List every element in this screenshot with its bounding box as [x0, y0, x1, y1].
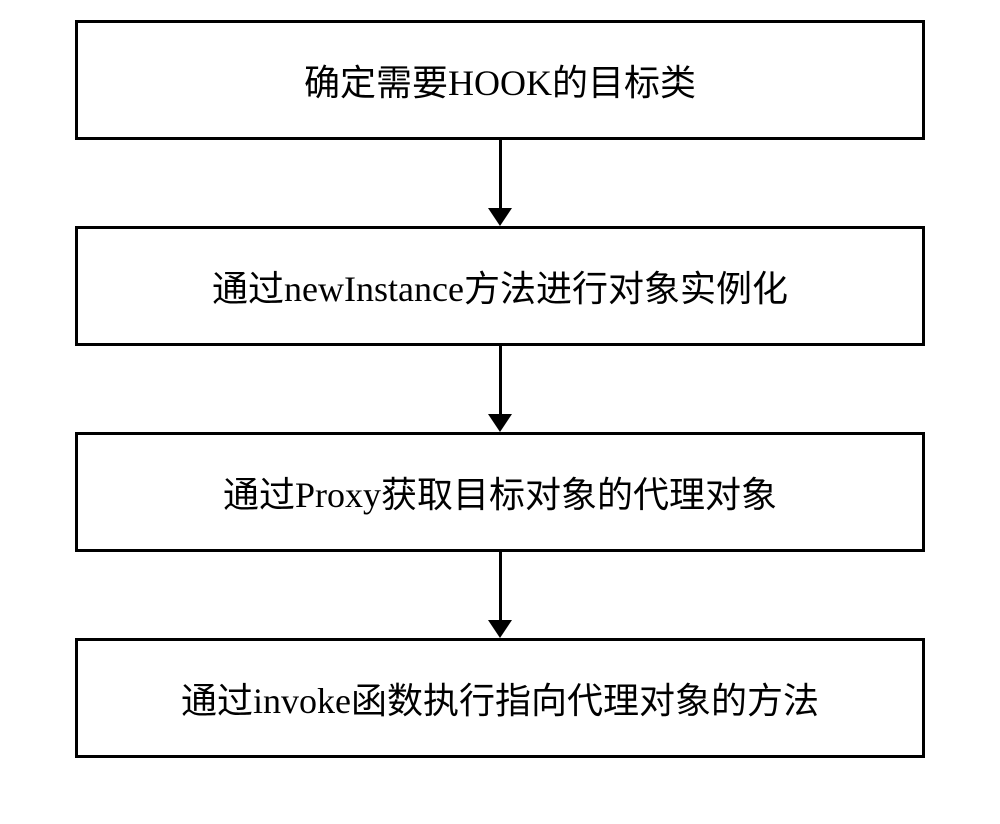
- flowchart-step-1: 确定需要HOOK的目标类: [75, 20, 925, 140]
- flowchart-step-3-label: 通过Proxy获取目标对象的代理对象: [223, 466, 777, 518]
- arrow-1: [488, 140, 512, 226]
- arrow-1-head: [488, 208, 512, 226]
- flowchart-step-4: 通过invoke函数执行指向代理对象的方法: [75, 638, 925, 758]
- flowchart-container: 确定需要HOOK的目标类 通过newInstance方法进行对象实例化 通过Pr…: [0, 20, 1000, 758]
- arrow-3-head: [488, 620, 512, 638]
- arrow-2-head: [488, 414, 512, 432]
- arrow-2-line: [499, 346, 502, 414]
- arrow-2: [488, 346, 512, 432]
- flowchart-step-3: 通过Proxy获取目标对象的代理对象: [75, 432, 925, 552]
- arrow-3: [488, 552, 512, 638]
- flowchart-step-2-label: 通过newInstance方法进行对象实例化: [212, 260, 788, 312]
- arrow-3-line: [499, 552, 502, 620]
- flowchart-step-2: 通过newInstance方法进行对象实例化: [75, 226, 925, 346]
- arrow-1-line: [499, 140, 502, 208]
- flowchart-step-4-label: 通过invoke函数执行指向代理对象的方法: [181, 672, 819, 724]
- flowchart-step-1-label: 确定需要HOOK的目标类: [304, 54, 696, 106]
